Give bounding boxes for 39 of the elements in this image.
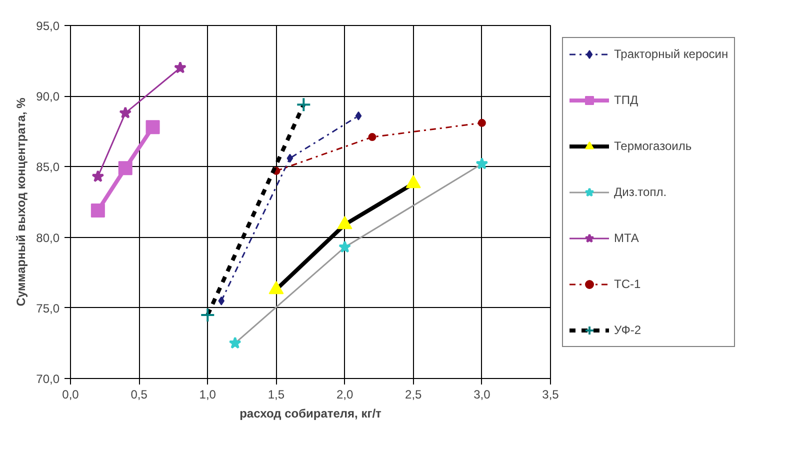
point [119, 106, 132, 118]
point [146, 120, 160, 134]
point [228, 336, 242, 349]
x-tick-label: 3,5 [542, 388, 560, 402]
legend-label: Тракторный керосин [614, 47, 728, 61]
y-tick-label: 75,0 [36, 301, 60, 316]
point [368, 133, 376, 142]
point [90, 203, 105, 218]
point [355, 111, 362, 120]
legend-label: МТА [614, 231, 639, 245]
x-tick-label: 0,0 [62, 388, 80, 402]
point [478, 118, 486, 127]
legend-label: Диз.топл. [614, 185, 667, 199]
point [118, 161, 132, 176]
legend-label: УФ-2 [614, 323, 642, 337]
point [296, 97, 312, 112]
y-tick-label: 80,0 [36, 230, 60, 245]
x-tick-label: 2,0 [336, 388, 354, 402]
y-tick-label: 95,0 [36, 19, 60, 33]
y-axis-title: Суммарный выход концентрата, % [14, 97, 28, 306]
point [338, 240, 352, 253]
x-axis-title: расход собирателя, кг/т [240, 406, 382, 420]
point [92, 170, 104, 182]
point [476, 157, 488, 170]
y-tick-label: 70,0 [36, 372, 60, 386]
x-tick-label: 0,5 [130, 388, 148, 402]
point [200, 307, 216, 322]
legend-label: ТС-1 [614, 277, 641, 291]
y-tick-label: 85,0 [36, 160, 60, 174]
point [218, 296, 225, 306]
legend-label: Термогазоиль [614, 139, 692, 153]
x-tick-label: 1,5 [268, 388, 285, 402]
y-tick-label: 90,0 [36, 90, 60, 104]
point [286, 154, 294, 163]
legend-label: ТПД [614, 93, 638, 107]
x-tick-label: 1,0 [199, 388, 216, 402]
point [174, 61, 186, 74]
x-tick-label: 3,0 [474, 388, 491, 402]
x-tick-label: 2,5 [405, 388, 422, 402]
